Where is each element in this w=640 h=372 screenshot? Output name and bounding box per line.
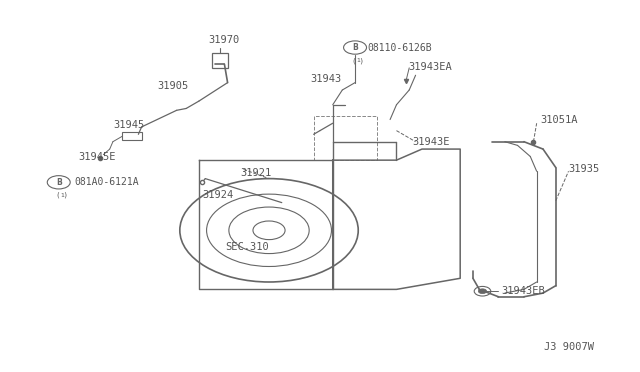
Text: J3 9007W: J3 9007W [544,342,594,352]
Text: (  ): ( ) [57,192,67,199]
Text: 31051A: 31051A [540,115,577,125]
Text: 31943: 31943 [310,74,342,84]
Text: 31945: 31945 [113,120,144,130]
Text: 31945E: 31945E [78,152,115,162]
Text: (  ): ( ) [353,57,364,64]
Bar [314,116,378,160]
Text: 081A0-6121A: 081A0-6121A [75,177,140,187]
Text: 1: 1 [60,193,64,198]
Text: B: B [352,43,358,52]
Text: 31905: 31905 [157,81,189,91]
Text: 31943EA: 31943EA [408,62,452,72]
Text: 1: 1 [356,58,360,63]
Text: 31924: 31924 [202,190,234,200]
Text: 31970: 31970 [209,35,240,45]
Text: 31921: 31921 [241,168,271,178]
Bar [212,53,228,68]
Text: 08110-6126B: 08110-6126B [368,42,433,52]
Text: B: B [56,178,61,187]
Text: 31935: 31935 [568,164,600,174]
Circle shape [478,289,486,294]
Bar [122,132,141,140]
Text: 31943E: 31943E [412,137,450,147]
Text: SEC.310: SEC.310 [225,242,269,252]
Text: 31943EB: 31943EB [502,286,545,296]
